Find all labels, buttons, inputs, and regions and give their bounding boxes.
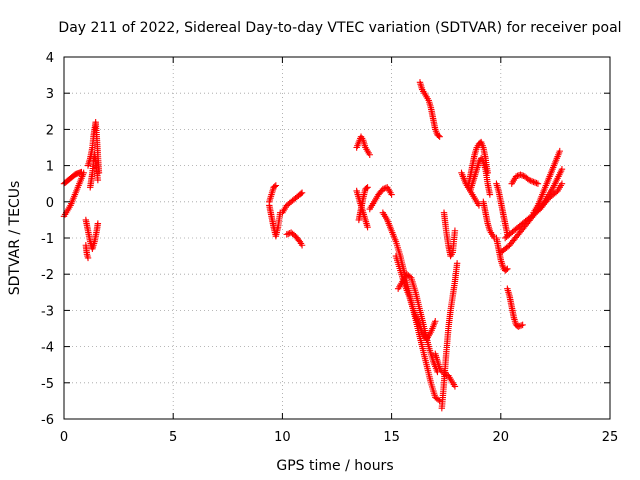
data-point-interp — [516, 322, 523, 330]
data-point — [364, 184, 371, 191]
data-point-interp — [544, 196, 551, 203]
x-tick-label: 0 — [60, 430, 68, 445]
data-point — [534, 180, 542, 187]
y-tick-label: -1 — [41, 232, 54, 247]
data-point — [432, 318, 439, 325]
data-point — [379, 185, 387, 193]
data-point — [475, 202, 483, 209]
data-point — [451, 383, 459, 390]
data-point — [364, 223, 371, 231]
grid-lines — [64, 57, 610, 419]
data-point-interp — [514, 172, 521, 180]
data-point — [94, 220, 102, 227]
data-point — [388, 191, 395, 198]
x-tick-label: 25 — [602, 430, 619, 445]
data-point-interp — [381, 185, 388, 192]
y-tick-label: 2 — [46, 123, 54, 138]
chart-title: Day 211 of 2022, Sidereal Day-to-day VTE… — [58, 20, 621, 36]
data-point — [272, 182, 280, 189]
data-point — [486, 191, 494, 198]
data-point — [436, 133, 443, 140]
data-point — [94, 176, 102, 184]
data-point — [504, 231, 511, 238]
y-tick-label: -4 — [41, 341, 54, 356]
y-tick-label: -3 — [41, 304, 54, 319]
data-point-interp — [271, 183, 278, 190]
data-point-interp — [503, 266, 510, 273]
data-point-interp — [527, 177, 534, 184]
x-axis-label: GPS time / hours — [276, 458, 393, 474]
data-point — [298, 189, 306, 196]
axes: 0 5 10 15 20 25 -6 -5 -4 -3 -2 -1 0 1 2 3 4 — [41, 51, 618, 445]
data-point-interp — [406, 273, 413, 280]
plot-frame — [63, 56, 611, 420]
data-point-interp — [286, 229, 293, 237]
x-tick-label: 20 — [493, 430, 510, 445]
data-point — [517, 171, 524, 178]
data-point — [80, 169, 87, 177]
y-tick-label: -6 — [41, 413, 54, 428]
x-tick-label: 5 — [169, 430, 177, 445]
y-tick-label: 1 — [46, 160, 54, 175]
data-points — [60, 79, 566, 412]
data-point — [366, 151, 373, 158]
data-point — [515, 323, 522, 330]
y-tick-label: -5 — [41, 377, 54, 392]
data-point-interp — [297, 190, 305, 197]
data-point — [558, 180, 566, 187]
data-point — [512, 173, 520, 180]
data-point — [525, 176, 533, 184]
data-point-interp — [531, 179, 539, 186]
y-tick-label: -2 — [41, 268, 54, 283]
data-point-interp — [533, 179, 540, 187]
y-tick-label: 4 — [46, 51, 54, 66]
x-tick-label: 10 — [274, 430, 291, 445]
y-tick-label: 3 — [46, 87, 54, 102]
data-point — [451, 227, 459, 234]
data-point — [504, 265, 511, 272]
data-point — [84, 254, 92, 262]
y-tick-label: 0 — [46, 196, 54, 211]
y-axis-label: SDTVAR / TECUs — [7, 181, 23, 296]
data-point — [556, 147, 563, 155]
data-point-interp — [435, 132, 442, 139]
data-point — [530, 178, 537, 186]
data-point — [283, 231, 290, 238]
data-point-interp — [518, 172, 526, 179]
data-point — [453, 260, 461, 267]
data-point — [298, 242, 306, 249]
data-point-interp — [363, 185, 370, 192]
data-point-interp — [504, 243, 512, 250]
data-point-interp — [517, 322, 525, 329]
x-tick-label: 15 — [383, 430, 400, 445]
data-point-interp — [528, 178, 536, 185]
data-point — [558, 166, 566, 173]
data-point — [519, 321, 526, 329]
